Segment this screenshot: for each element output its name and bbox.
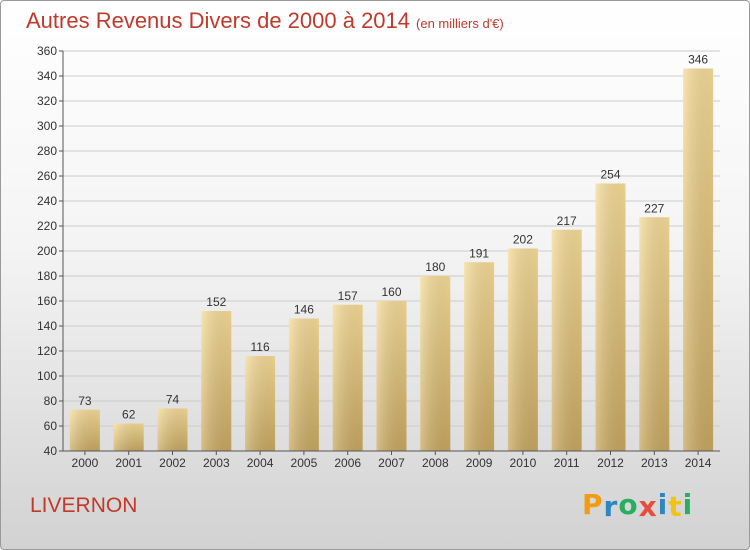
bar-shading [69,409,100,451]
bar-value-label: 202 [513,233,533,247]
x-tick-label: 2001 [115,456,142,470]
bar-value-label: 346 [688,53,708,67]
y-tick-label: 60 [44,419,58,433]
bar-shading [332,304,363,451]
bar-shading [551,229,582,451]
bar-value-label: 152 [206,295,226,309]
x-tick-label: 2006 [334,456,361,470]
y-tick-label: 220 [37,219,57,233]
bar-value-label: 254 [600,168,620,182]
chart-title: Autres Revenus Divers de 2000 à 2014 (en … [26,8,504,34]
commune-name: LIVERNON [30,494,138,517]
y-tick-label: 340 [37,69,57,83]
y-tick-label: 40 [44,444,58,458]
x-tick-label: 2002 [159,456,186,470]
bar-value-label: 227 [644,201,664,215]
y-tick-label: 300 [37,119,57,133]
x-tick-label: 2003 [203,456,230,470]
x-tick-label: 2012 [597,456,624,470]
y-tick-label: 100 [37,369,57,383]
x-tick-label: 2000 [72,456,99,470]
bar-shading [464,262,495,451]
bar-shading [639,217,670,451]
bar-value-label: 217 [557,214,577,228]
bar-shading [420,276,451,451]
chart-title-text: Autres Revenus Divers de 2000 à 2014 [26,8,411,33]
x-tick-label: 2008 [422,456,449,470]
y-tick-label: 320 [37,94,57,108]
bar-value-label: 157 [338,289,358,303]
bar-shading [201,311,232,451]
x-tick-label: 2011 [554,456,580,470]
axes: 40 60 80 100 120 140 160 180 200 220 240 260 280 300 3… [37,44,720,470]
bar-value-label: 180 [425,260,445,274]
y-tick-label: 80 [44,394,58,408]
x-tick-label: 2010 [510,456,537,470]
x-tick-label: 2013 [641,456,668,470]
y-tick-label: 120 [37,344,57,358]
bar-value-label: 73 [78,394,92,408]
x-tick-label: 2014 [685,456,712,470]
bar-shading [595,183,626,451]
bar-value-label: 74 [166,393,180,407]
bar-value-label: 191 [469,246,489,260]
bar-shading [157,408,188,451]
bar-value-label: 160 [381,285,401,299]
bar-value-label: 62 [122,408,136,422]
y-tick-label: 180 [37,269,57,283]
y-tick-label: 260 [37,169,57,183]
y-tick-label: 140 [37,319,57,333]
bars: 73 62 74 152 116 146 157 160 180 191 202 217 254 227 3… [69,53,714,451]
proxiti-logo: Proxiti [582,488,694,523]
x-tick-label: 2004 [247,456,274,470]
chart-subtitle: (en milliers d'€) [416,16,504,31]
bar-value-label: 116 [251,340,270,354]
y-tick-label: 360 [37,44,57,58]
x-tick-label: 2007 [378,456,405,470]
bar-shading [683,68,714,451]
bar-shading [376,301,407,451]
y-tick-label: 160 [37,294,57,308]
y-tick-label: 240 [37,194,57,208]
y-tick-label: 280 [37,144,57,158]
bar-shading [288,318,319,451]
x-tick-label: 2009 [466,456,493,470]
bar-shading [113,423,144,451]
x-tick-label: 2005 [291,456,318,470]
bar-shading [507,248,538,451]
bar-value-label: 146 [294,303,314,317]
bar-shading [245,356,276,451]
y-tick-label: 200 [37,244,57,258]
